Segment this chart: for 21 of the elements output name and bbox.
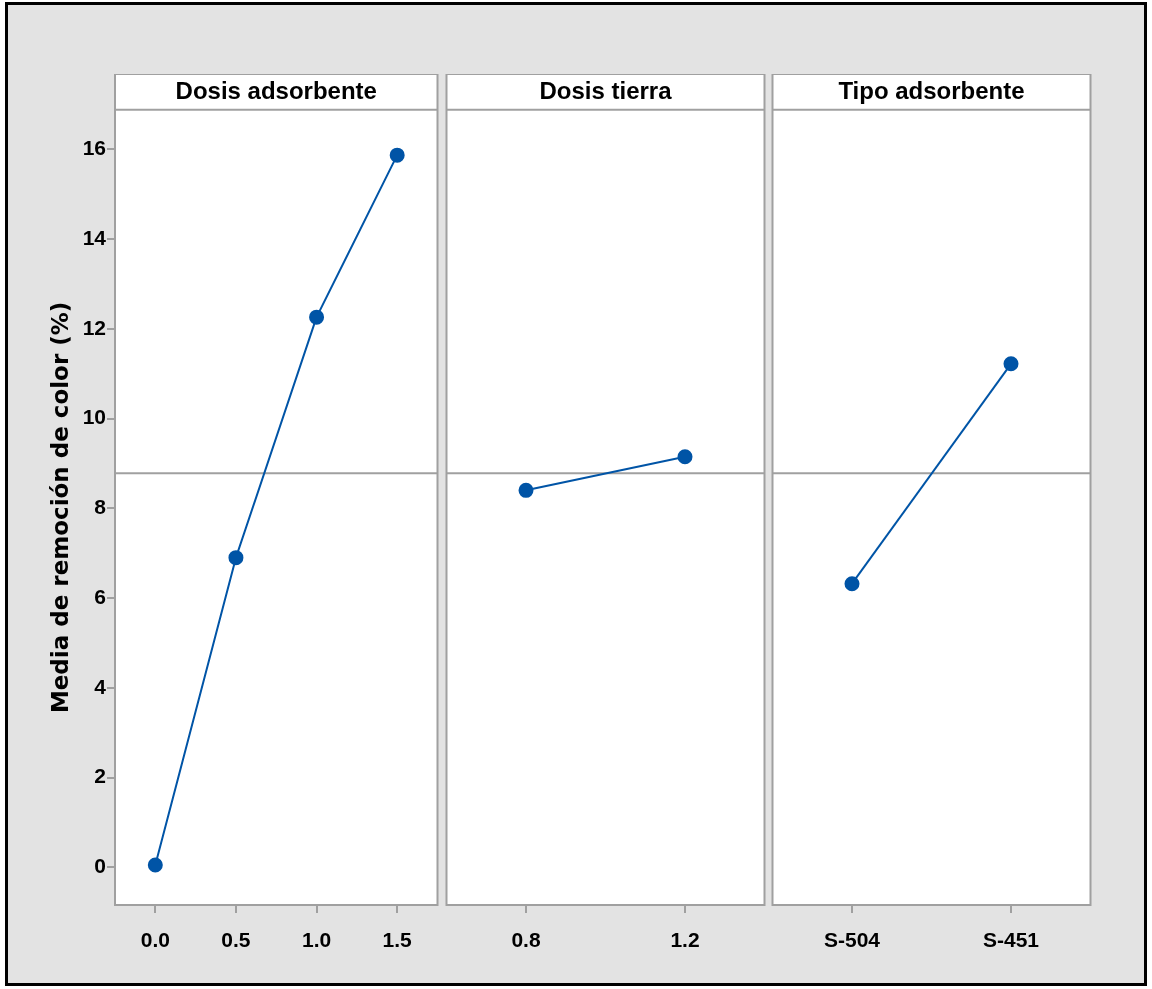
chart-title: Dosis tierra <box>539 77 672 105</box>
x-tick-label: 1.0 <box>301 928 332 952</box>
y-axis-title: Media de remoción de color (%) <box>46 301 73 714</box>
x-tick-label: S-504 <box>824 928 881 952</box>
x-tick-label: S-451 <box>983 928 1040 952</box>
y-tick-label: 14 <box>82 225 107 249</box>
y-tick-label: 6 <box>94 584 106 608</box>
chart-title: Dosis adsorbente <box>175 77 377 105</box>
y-tick-label: 4 <box>94 674 107 698</box>
x-tick-label: 0.0 <box>140 928 170 952</box>
y-tick-label: 12 <box>82 315 106 339</box>
chart-title: Tipo adsorbente <box>838 77 1025 105</box>
y-tick-label: 10 <box>82 405 106 429</box>
y-tick-label: 0 <box>94 854 106 878</box>
x-tick-label: 1.5 <box>382 928 413 952</box>
y-tick-label: 16 <box>82 136 106 160</box>
x-tick-label: 1.2 <box>670 928 700 952</box>
y-tick-label: 2 <box>94 764 106 788</box>
x-tick-label: 0.5 <box>221 928 251 952</box>
y-tick-label: 8 <box>94 495 107 519</box>
x-tick-label: 0.8 <box>511 928 541 952</box>
